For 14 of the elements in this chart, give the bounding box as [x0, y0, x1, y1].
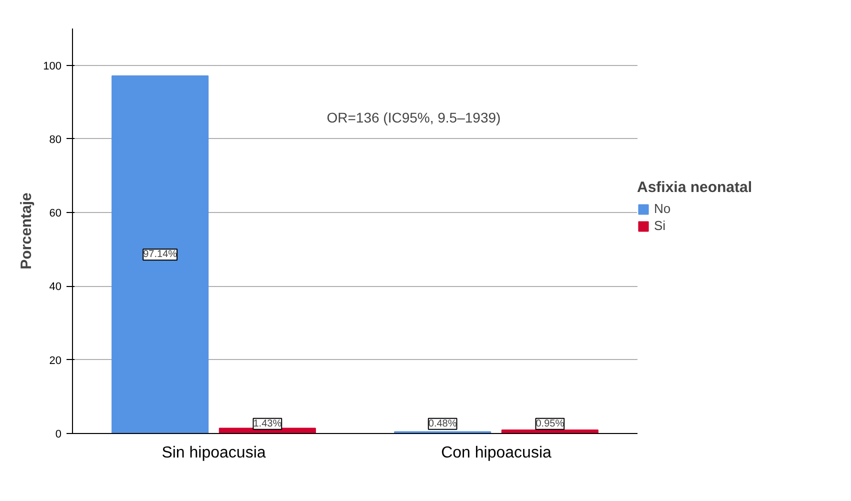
y-tick-label: 80 — [49, 134, 62, 146]
bar — [112, 75, 209, 434]
x-tick-label: Sin hipoacusia — [162, 444, 266, 462]
y-tick-label: 60 — [49, 208, 62, 220]
legend-label: Si — [654, 218, 667, 233]
y-tick-label: 0 — [55, 428, 62, 440]
y-tick-label: 100 — [43, 60, 62, 72]
legend-label: No — [654, 201, 672, 216]
y-tick-label: 20 — [49, 354, 62, 367]
y-axis-title: Porcentaje — [18, 192, 36, 270]
annotation: OR=136 (IC95%, 9.5–1939) — [326, 110, 501, 126]
legend-title: Asfixia neonatal — [637, 179, 752, 196]
y-tick-label: 40 — [49, 281, 62, 294]
x-tick-label: Con hipoacusia — [441, 444, 552, 462]
